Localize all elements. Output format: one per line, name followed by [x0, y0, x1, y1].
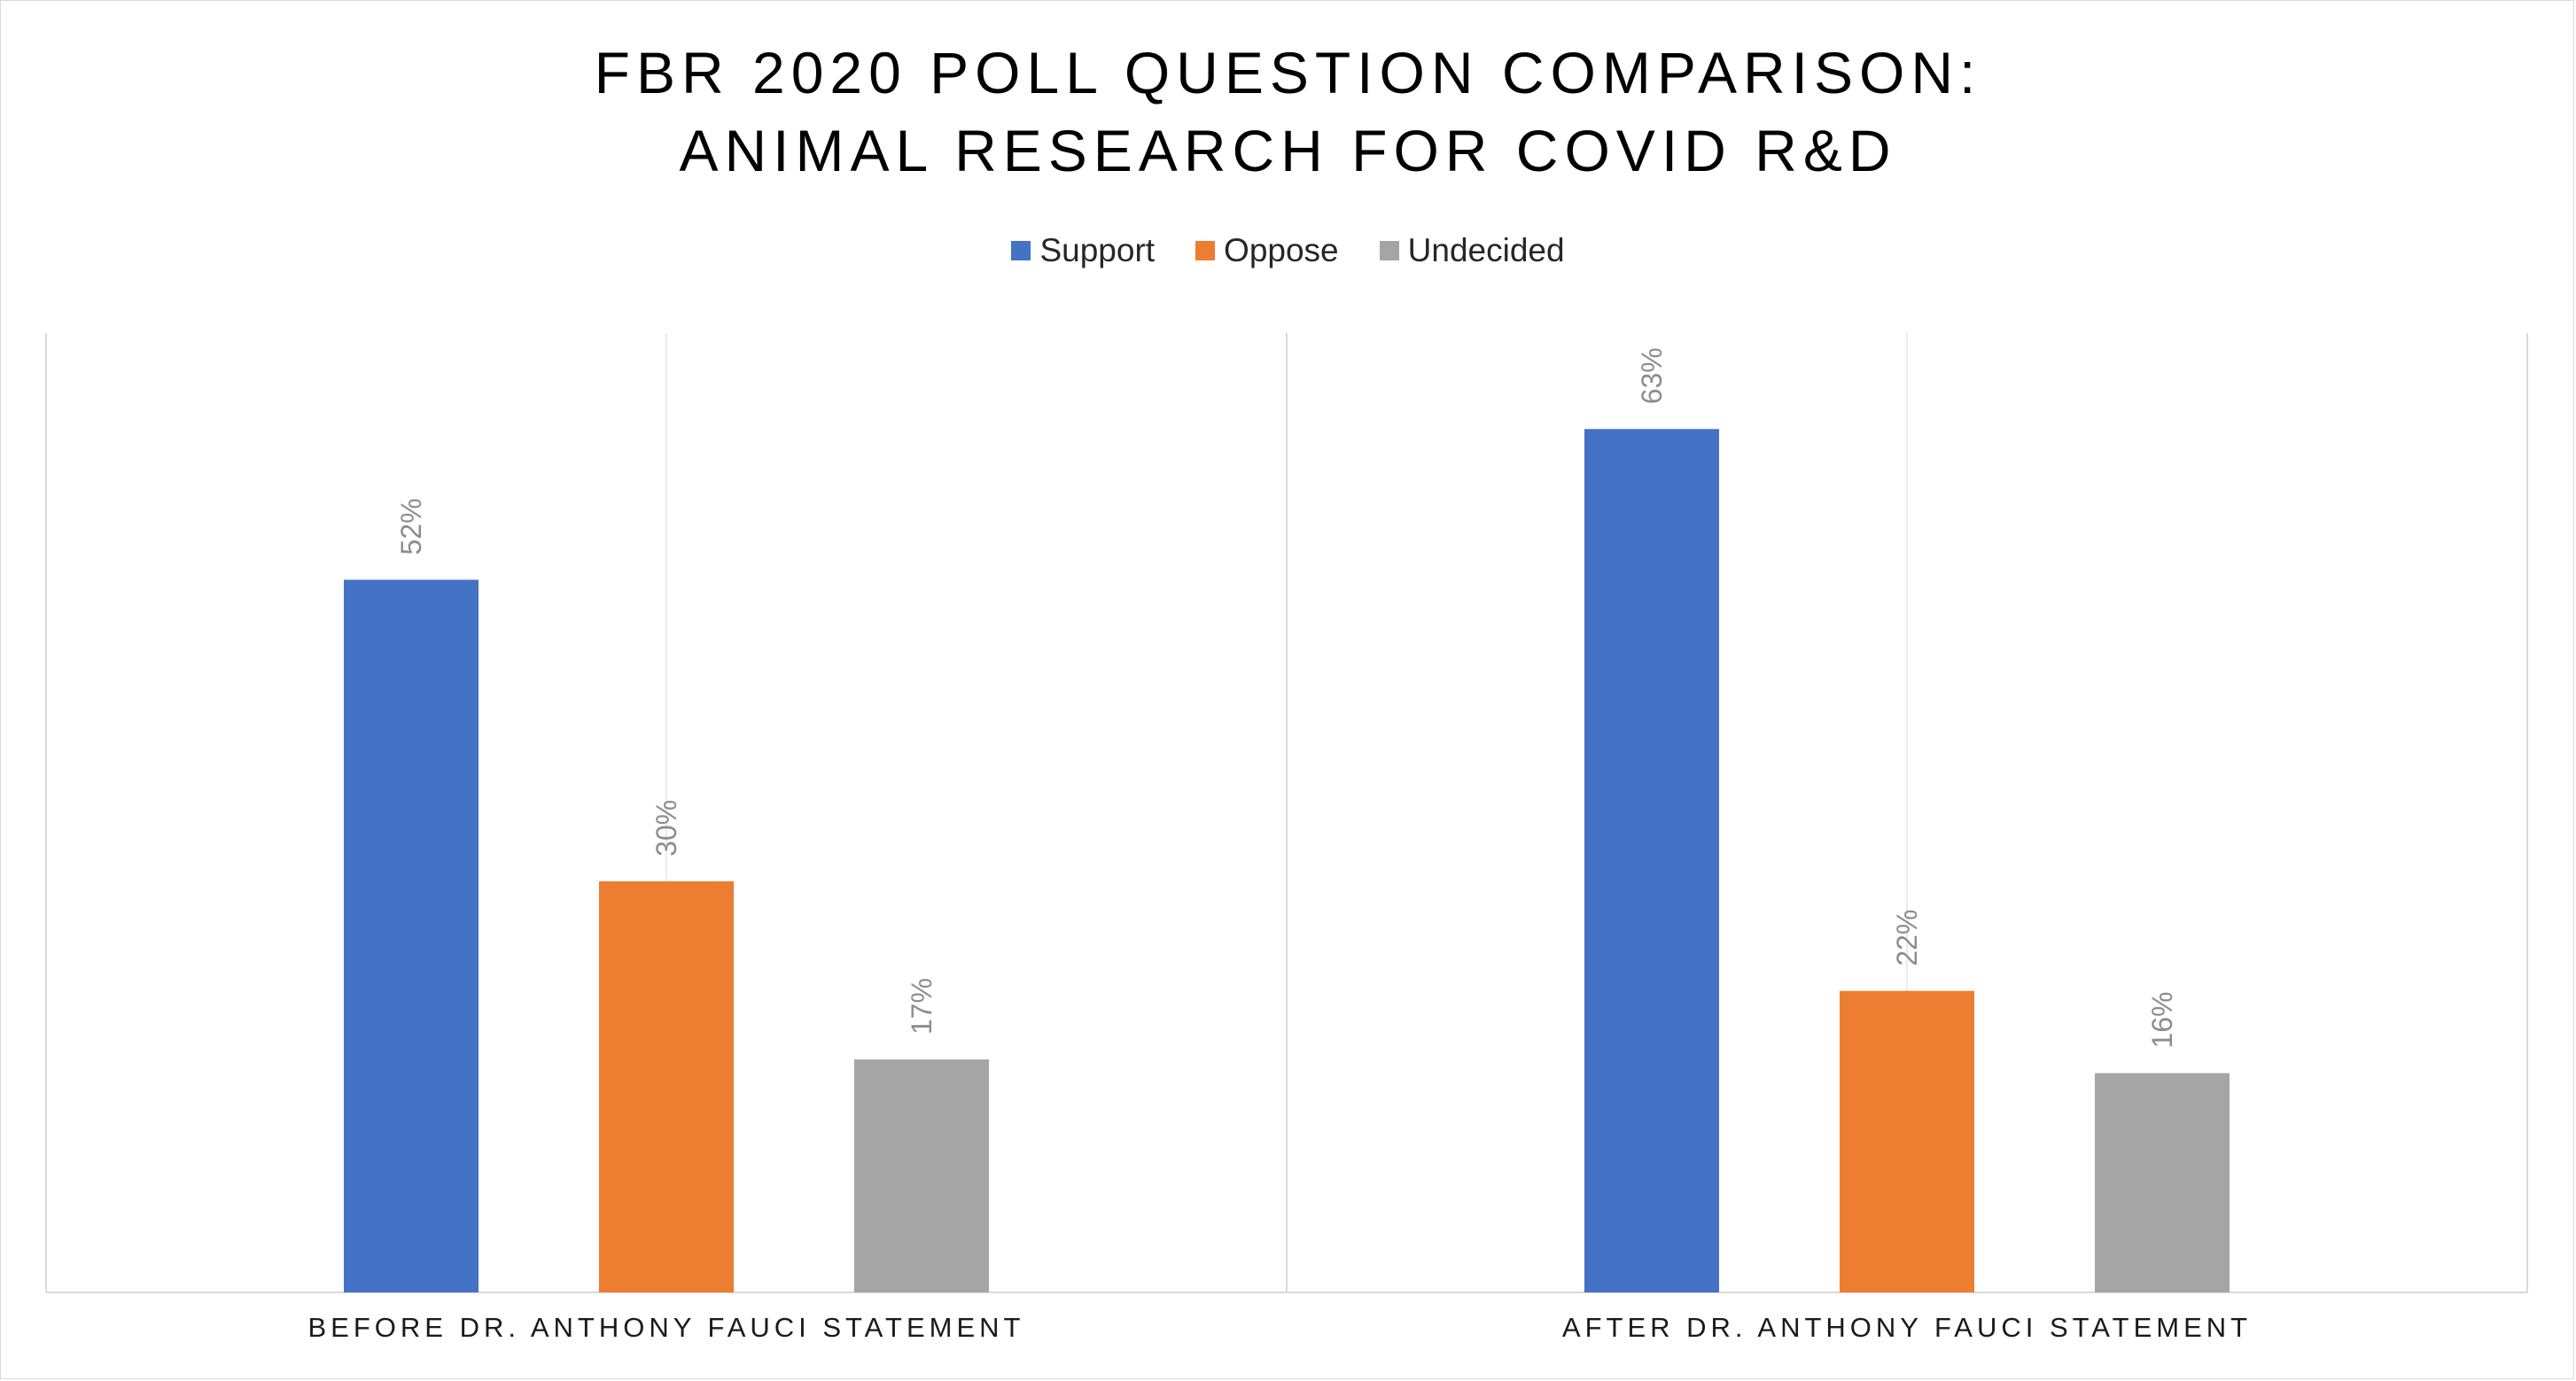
legend-swatch-undecided — [1379, 241, 1399, 260]
data-label-support-after: 63% — [1636, 347, 1668, 404]
legend-label-support: Support — [1039, 232, 1156, 268]
legend-swatch-oppose — [1195, 241, 1216, 260]
chart-title-line-2: ANIMAL RESEARCH FOR COVID R&D — [679, 118, 1897, 183]
bar-undecided-before — [854, 1059, 989, 1292]
data-label-undecided-before: 17% — [906, 978, 938, 1035]
bar-support-before — [344, 579, 479, 1292]
chart-title: FBR 2020 POLL QUESTION COMPARISON: ANIMA… — [0, 34, 2576, 190]
data-label-oppose-before: 30% — [650, 800, 682, 857]
legend-entry-undecided: Undecided — [1379, 232, 1565, 269]
legend-label-oppose: Oppose — [1224, 232, 1339, 268]
data-label-oppose-after: 22% — [1891, 910, 1923, 966]
bar-oppose-before — [599, 881, 734, 1292]
bar-oppose-after — [1840, 990, 1974, 1292]
legend-swatch-support — [1011, 241, 1031, 260]
legend-entry-oppose: Oppose — [1195, 232, 1339, 269]
chart-legend: Support Oppose Undecided — [0, 232, 2576, 269]
legend-entry-support: Support — [1011, 232, 1155, 269]
chart-title-line-1: FBR 2020 POLL QUESTION COMPARISON: — [594, 40, 1982, 105]
data-label-undecided-after: 16% — [2146, 991, 2178, 1048]
bar-undecided-after — [2095, 1073, 2230, 1292]
category-label-before: BEFORE DR. ANTHONY FAUCI STATEMENT — [307, 1312, 1024, 1343]
legend-label-undecided: Undecided — [1407, 232, 1565, 268]
bar-support-after — [1584, 429, 1719, 1292]
data-label-support-before: 52% — [395, 498, 427, 555]
category-label-after: AFTER DR. ANTHONY FAUCI STATEMENT — [1562, 1312, 2252, 1343]
